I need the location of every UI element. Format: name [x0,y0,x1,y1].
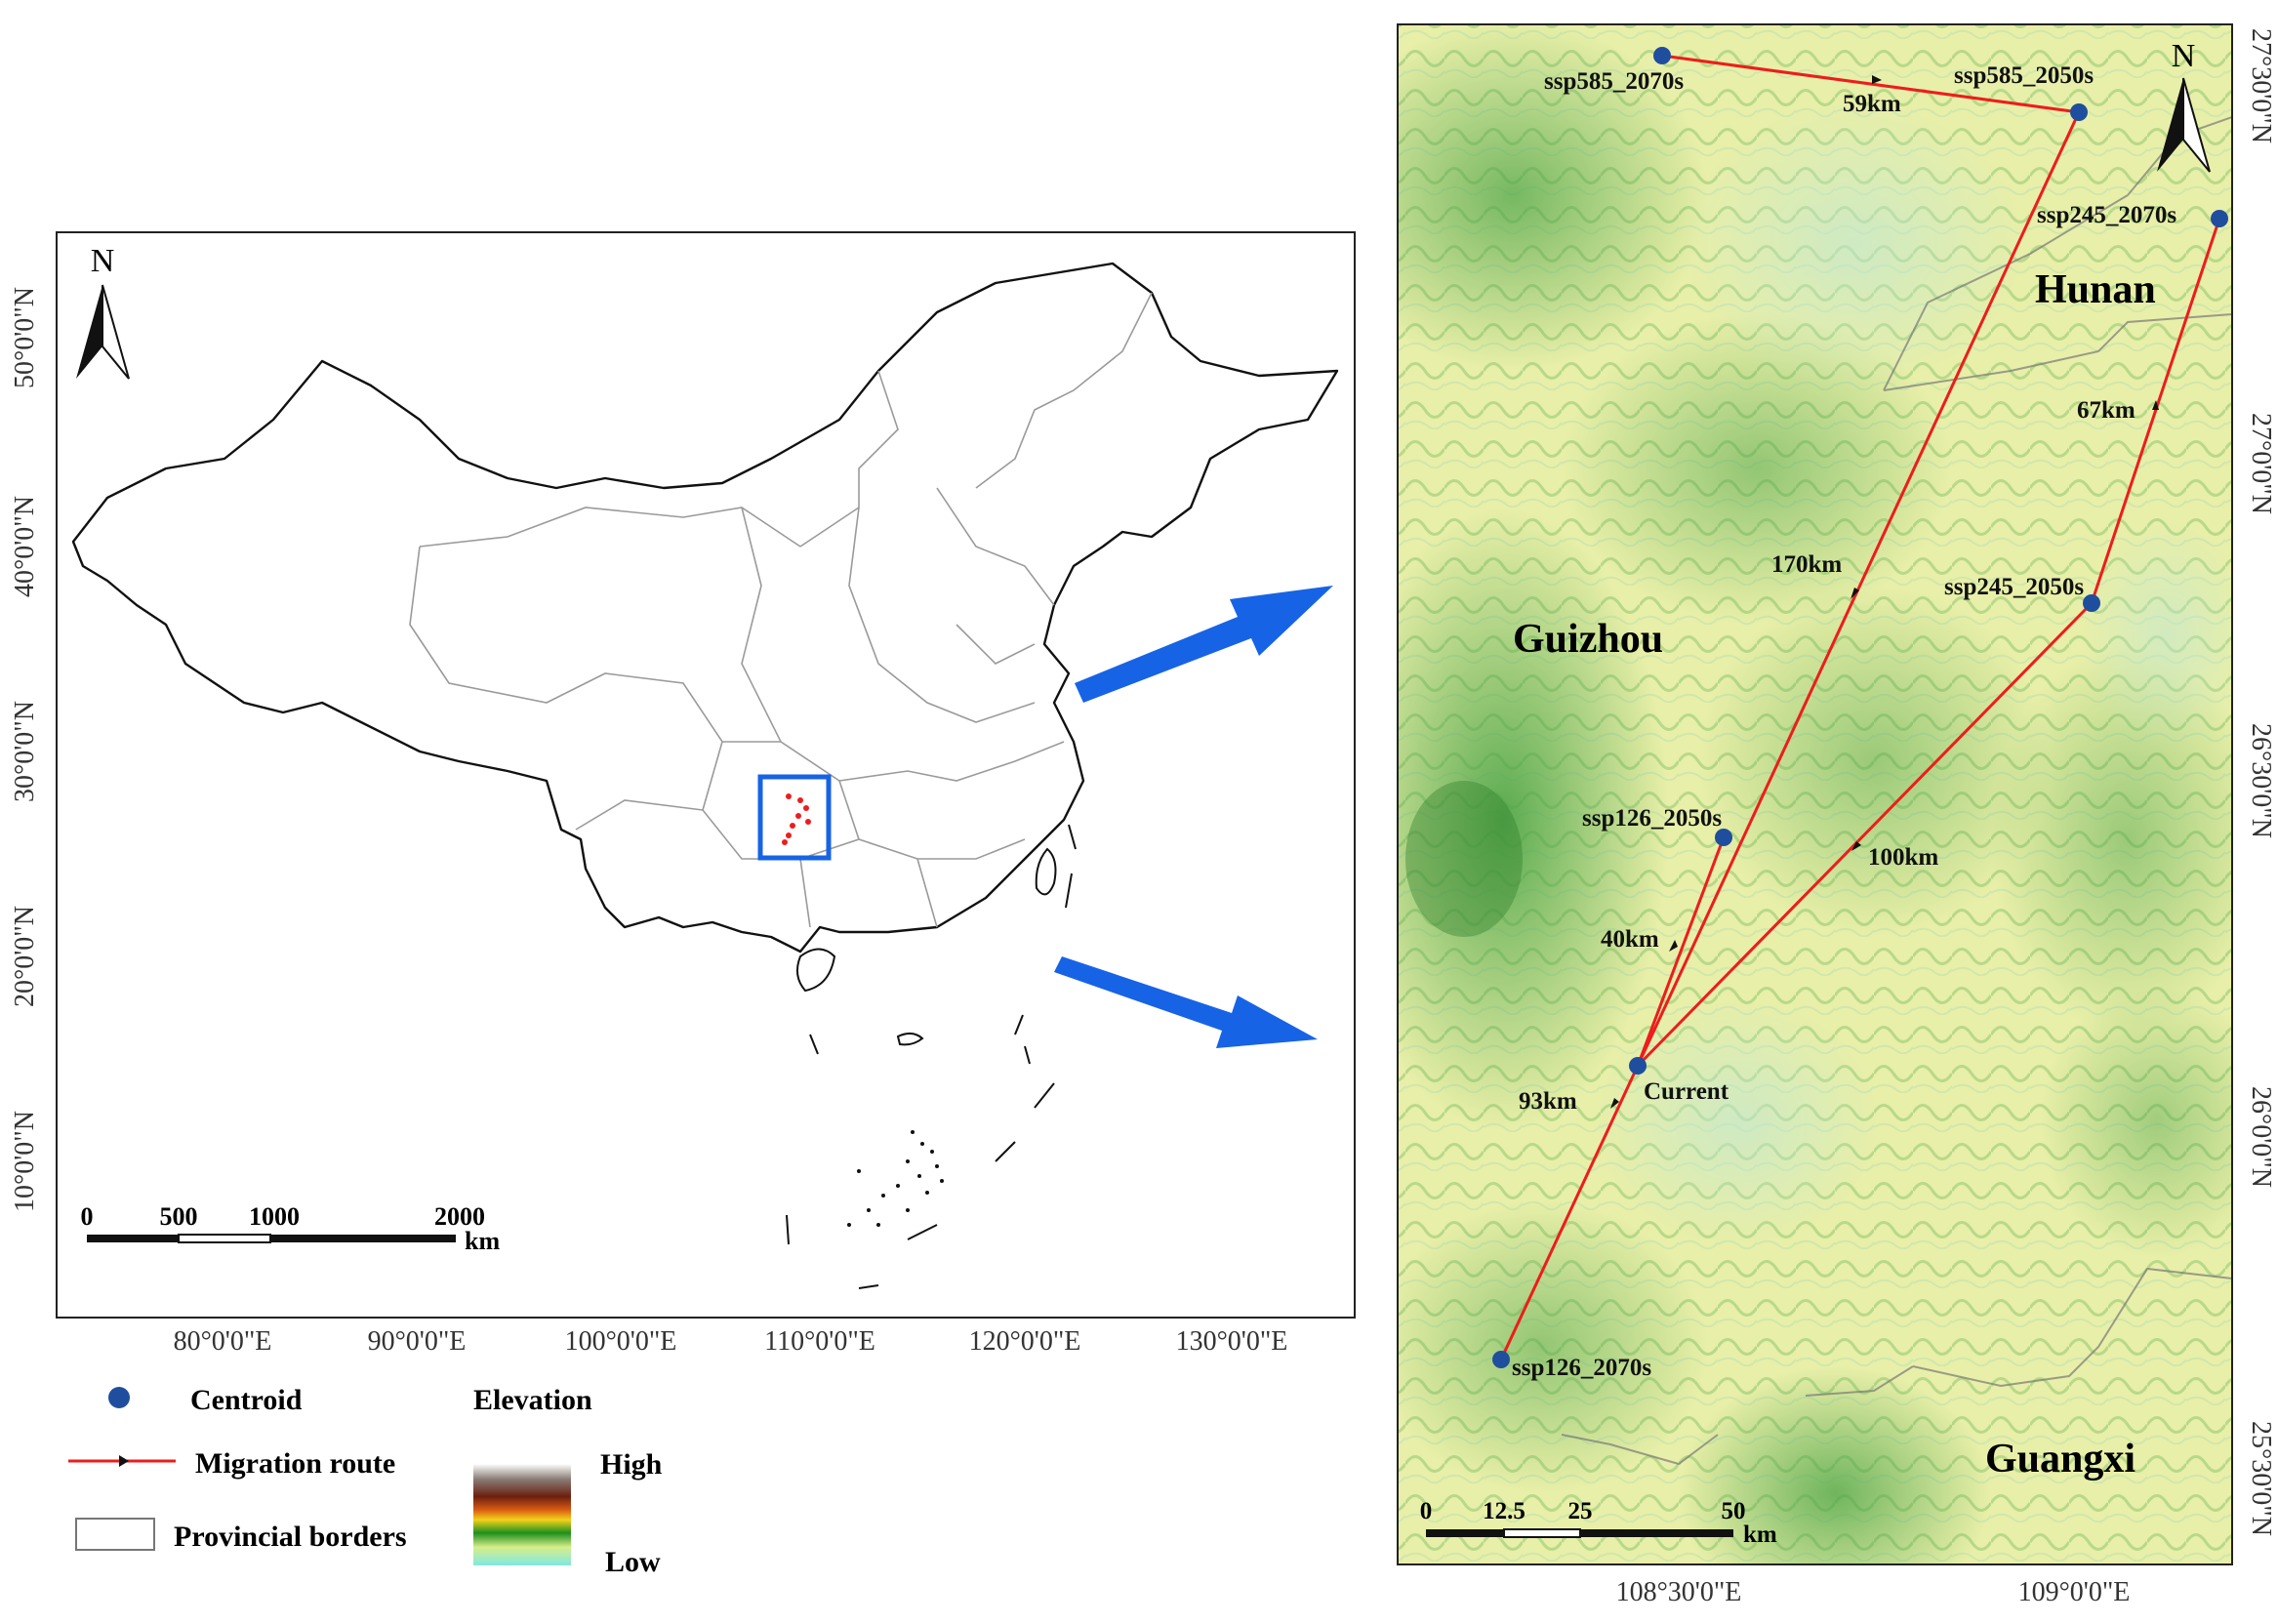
svg-text:100°0'0"E: 100°0'0"E [565,1326,677,1357]
region-guizhou: Guizhou [1513,617,1663,662]
svg-text:26°0'0"N: 26°0'0"N [2246,1086,2276,1188]
svg-text:25: 25 [1568,1498,1593,1524]
migration-routes [1499,54,2221,1360]
china-outline [71,262,1339,954]
right-y-ticks: 27°30'0"N 27°0'0"N 26°30'0"N 26°0'0"N 25… [2246,28,2276,1536]
svg-text:100km: 100km [1868,844,1938,871]
route-arrowheads [1610,75,2159,1109]
left-y-ticks: 50°0'0"N 40°0'0"N 30°0'0"N 20°0'0"N 10°0… [10,287,40,1212]
svg-text:km: km [465,1227,500,1255]
svg-text:Current: Current [1644,1078,1729,1105]
left-north-arrow-icon [76,285,102,379]
svg-text:10°0'0"N: 10°0'0"N [10,1111,40,1212]
centroid-current [1629,1057,1647,1075]
svg-text:25°30'0"N: 25°30'0"N [2246,1421,2276,1536]
elevation-ramp [473,1464,571,1565]
legend-elevation-high: High [600,1448,663,1481]
centroid-ssp245-2070s [2211,210,2228,227]
svg-text:40°0'0"N: 40°0'0"N [10,496,40,597]
svg-text:170km: 170km [1771,551,1842,578]
study-area-map: ssp585_2070s ssp585_2050s ssp245_2070s s… [1397,23,2276,1607]
svg-text:500: 500 [160,1202,198,1231]
zoom-arrow-top [1075,586,1333,703]
borders-legend-icon [75,1518,155,1551]
legend-borders-label: Provincial borders [174,1521,407,1553]
svg-text:67km: 67km [2077,397,2136,424]
svg-text:26°30'0"N: 26°30'0"N [2246,723,2276,838]
svg-text:27°0'0"N: 27°0'0"N [2246,413,2276,514]
svg-text:120°0'0"E: 120°0'0"E [969,1326,1081,1357]
svg-text:109°0'0"E: 109°0'0"E [2018,1577,2131,1607]
svg-text:50°0'0"N: 50°0'0"N [10,287,40,388]
provincial-borders [409,292,1153,928]
svg-text:km: km [1743,1522,1777,1548]
svg-text:ssp126_2050s: ssp126_2050s [1582,805,1722,832]
right-map-frame [1397,23,2233,1565]
svg-text:ssp245_2050s: ssp245_2050s [1944,574,2084,600]
svg-text:93km: 93km [1519,1088,1577,1115]
centroid-ssp585-2050s [2070,103,2088,121]
legend-elevation-low: Low [605,1546,661,1578]
svg-text:ssp126_2070s: ssp126_2070s [1512,1355,1651,1381]
svg-text:2000: 2000 [434,1202,485,1231]
zoom-arrow-bottom [1054,956,1318,1048]
centroid-labels: ssp585_2070s ssp585_2050s ssp245_2070s s… [1512,62,2176,1381]
legend-centroid-label: Centroid [190,1384,303,1416]
right-north-label: N [2172,38,2196,74]
legend: Centroid Migration route Provincial bord… [68,1384,663,1578]
svg-text:130°0'0"E: 130°0'0"E [1176,1326,1288,1357]
islands [786,824,1077,1289]
svg-text:ssp585_2050s: ssp585_2050s [1954,62,2094,89]
svg-text:108°30'0"E: 108°30'0"E [1616,1577,1742,1607]
svg-text:90°0'0"E: 90°0'0"E [368,1326,467,1357]
china-overview-map: N 0 500 1000 2000 km 80°0'0"E 90°0'0"E 1… [10,231,1356,1357]
svg-text:110°0'0"E: 110°0'0"E [764,1326,875,1357]
study-area-points [782,793,811,845]
south-china-sea-dots [847,1130,944,1227]
svg-text:50: 50 [1722,1498,1746,1524]
study-area-box [757,774,832,861]
centroid-ssp126-2070s [1492,1351,1510,1368]
centroids [1492,47,2228,1368]
svg-text:40km: 40km [1601,926,1659,953]
svg-text:12.5: 12.5 [1483,1498,1525,1524]
right-scale-bar: 0 12.5 25 50 km [1420,1498,1777,1548]
svg-text:ssp245_2070s: ssp245_2070s [2037,202,2176,228]
svg-text:30°0'0"N: 30°0'0"N [10,701,40,802]
legend-elevation-title: Elevation [473,1384,592,1416]
svg-text:0: 0 [1420,1498,1433,1524]
svg-text:80°0'0"E: 80°0'0"E [174,1326,272,1357]
centroid-ssp585-2070s [1653,47,1671,64]
svg-text:0: 0 [81,1202,94,1231]
legend-route-label: Migration route [195,1447,395,1480]
right-provincial-borders [1561,116,2232,1466]
svg-text:1000: 1000 [249,1202,300,1231]
svg-text:27°30'0"N: 27°30'0"N [2246,28,2276,143]
centroid-legend-icon [108,1387,130,1408]
region-hunan: Hunan [2035,267,2156,312]
region-guangxi: Guangxi [1985,1437,2136,1482]
svg-text:20°0'0"N: 20°0'0"N [10,906,40,1007]
svg-text:ssp585_2070s: ssp585_2070s [1544,68,1684,95]
distance-labels: 59km 67km 170km 100km 40km 93km [1519,91,2136,1115]
svg-text:59km: 59km [1843,91,1901,117]
centroid-ssp245-2050s [2083,594,2100,612]
left-x-ticks: 80°0'0"E 90°0'0"E 100°0'0"E 110°0'0"E 12… [174,1326,1288,1357]
centroid-ssp126-2050s [1715,829,1732,846]
left-north-label: N [91,243,115,279]
right-north-arrow-icon [2157,78,2183,172]
left-scale-bar: 0 500 1000 2000 km [81,1202,501,1255]
right-x-ticks: 108°30'0"E 109°0'0"E [1616,1577,2131,1607]
